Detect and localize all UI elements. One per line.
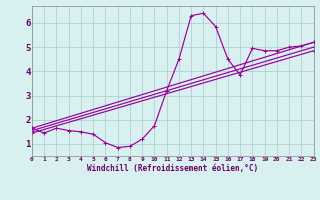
X-axis label: Windchill (Refroidissement éolien,°C): Windchill (Refroidissement éolien,°C): [87, 164, 258, 173]
